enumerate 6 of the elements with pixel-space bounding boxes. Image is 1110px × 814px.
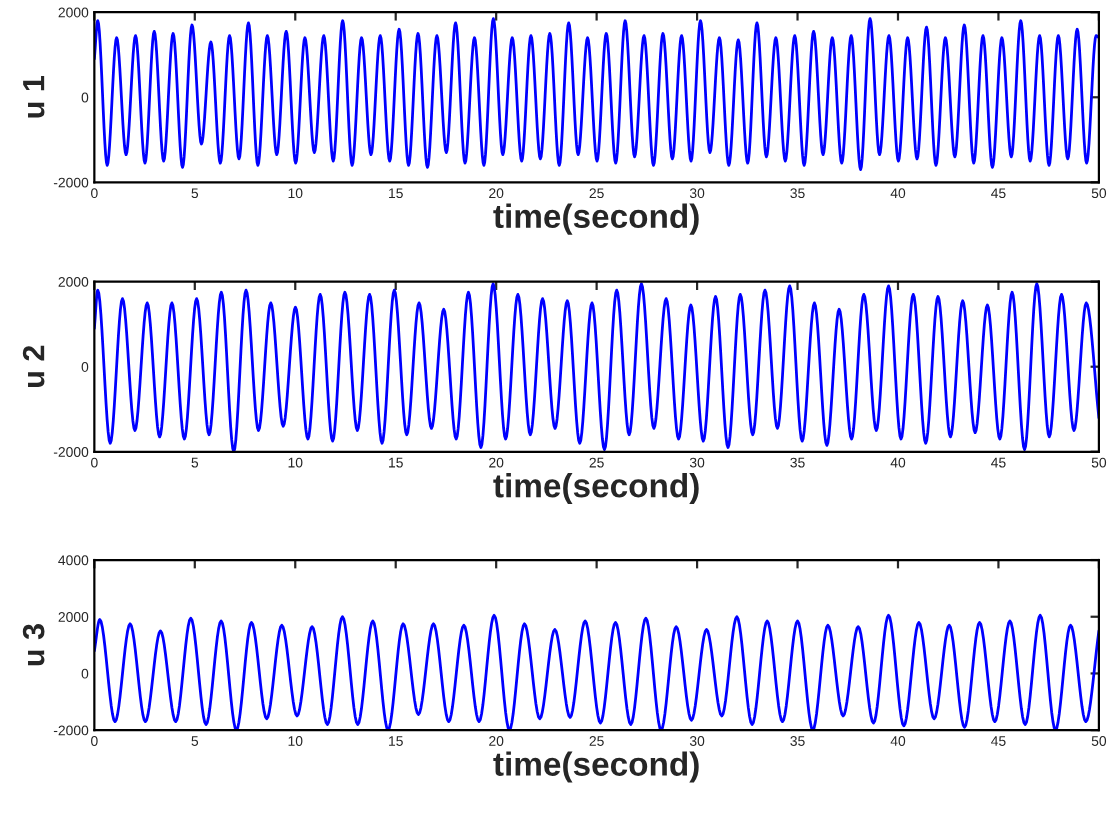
y-axis-title: u 1 — [23, 76, 45, 118]
y-axis-title: u 2 — [22, 345, 45, 387]
x-axis-title: time(second) — [493, 203, 699, 235]
y-axis-title: u 3 — [22, 624, 45, 666]
x-axis-title: time(second) — [493, 751, 699, 783]
x-axis-title: time(second) — [493, 473, 699, 505]
